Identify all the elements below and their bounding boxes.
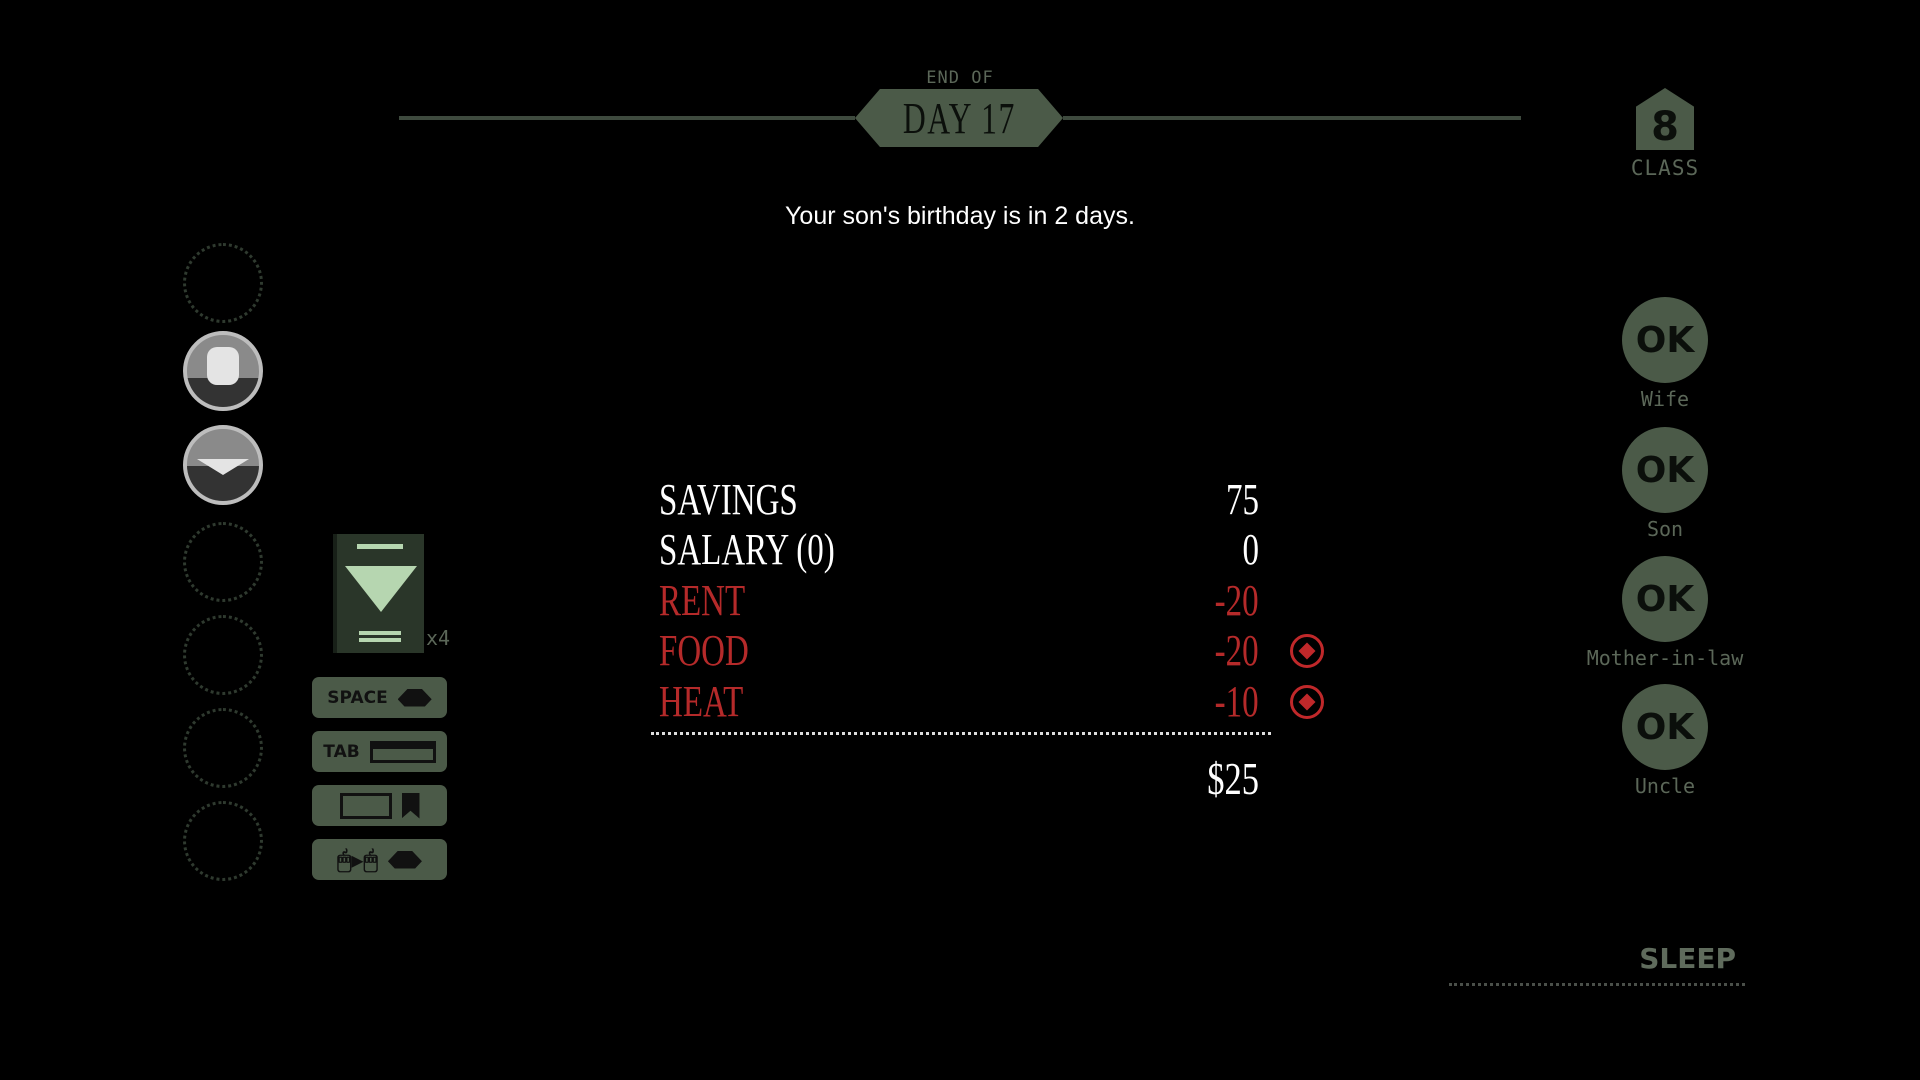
day-banner: DAY 17	[855, 89, 1063, 147]
ledger-value: -20	[1215, 626, 1259, 675]
bookmark-icon	[401, 792, 420, 819]
mother-in-law-status-badge: OK	[1622, 556, 1708, 642]
mouse-drag-icon: 🖱▸🖱	[337, 845, 378, 874]
ledger-value: 75	[1226, 475, 1259, 524]
notification-message: Your son's birthday is in 2 days.	[785, 202, 1135, 230]
son-label: Son	[1646, 517, 1684, 541]
class-house-icon: 8	[1636, 88, 1694, 150]
ledger-divider	[651, 732, 1271, 735]
sleep-underline	[1449, 983, 1745, 986]
ledger-label: FOOD	[659, 626, 749, 675]
token-slot-empty	[183, 243, 263, 323]
open-book-icon	[339, 792, 392, 819]
ledger-row-food: FOOD -20	[659, 626, 1259, 676]
rulebook-button[interactable]	[312, 785, 447, 826]
tab-key-label: TAB	[323, 741, 360, 762]
sleep-button[interactable]: SLEEP	[1639, 942, 1736, 975]
header-line-right	[1063, 116, 1521, 120]
ledger-value: -20	[1215, 576, 1259, 625]
ledger-label: HEAT	[659, 677, 744, 726]
header-line-left	[399, 116, 855, 120]
ledger-label: SAVINGS	[659, 475, 798, 524]
ledger-row-savings: SAVINGS 75	[659, 475, 1259, 525]
class-label: CLASS	[1630, 156, 1700, 180]
ledger-value: -10	[1215, 677, 1259, 726]
eject-icon	[387, 850, 422, 869]
ledger-row-rent: RENT -20	[659, 576, 1259, 626]
class-number: 8	[1651, 104, 1679, 150]
mouse-hint-button[interactable]: 🖱▸🖱	[312, 839, 447, 880]
uncle-label: Uncle	[1634, 774, 1696, 798]
token-slot-empty	[183, 708, 263, 788]
ledger-value: 0	[1242, 525, 1260, 574]
space-key-button[interactable]: SPACE	[312, 677, 447, 718]
day-label: DAY 17	[902, 93, 1016, 143]
ledger-label: SALARY (0)	[659, 525, 835, 574]
desk-icon	[369, 740, 436, 763]
token-slot-empty	[183, 801, 263, 881]
uncle-status-badge: OK	[1622, 684, 1708, 770]
ledger-label: RENT	[659, 576, 746, 625]
wife-status-badge: OK	[1622, 297, 1708, 383]
tab-key-button[interactable]: TAB	[312, 731, 447, 772]
passport-count: x4	[426, 626, 451, 650]
token-slot-empty	[183, 522, 263, 602]
stamp-token-face-icon[interactable]	[183, 331, 263, 411]
mother-in-law-label: Mother-in-law	[1586, 646, 1744, 670]
wife-label: Wife	[1640, 387, 1690, 411]
end-of-label: END OF	[926, 68, 994, 88]
passport-book-icon[interactable]	[333, 534, 424, 653]
ledger-row-heat: HEAT -10	[659, 677, 1259, 727]
eject-icon	[397, 688, 432, 707]
heat-toggle-icon[interactable]	[1290, 685, 1324, 719]
space-key-label: SPACE	[327, 687, 388, 708]
food-toggle-icon[interactable]	[1290, 634, 1324, 668]
son-status-badge: OK	[1622, 427, 1708, 513]
ledger-row-salary: SALARY (0) 0	[659, 525, 1259, 575]
ledger-total: $25	[1207, 753, 1259, 804]
token-slot-empty	[183, 615, 263, 695]
stamp-token-eagle-icon[interactable]	[183, 425, 263, 505]
